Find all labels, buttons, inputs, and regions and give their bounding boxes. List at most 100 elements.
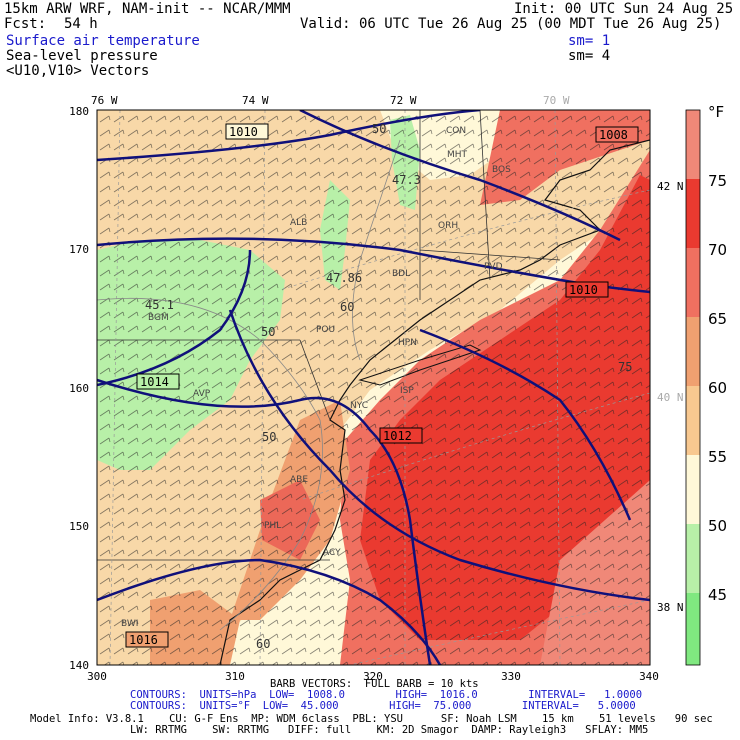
lon-label: 72 W	[390, 94, 417, 107]
lon-label: 76 W	[91, 94, 118, 107]
colorbar-tick: 70	[708, 241, 727, 259]
temp-label: 50	[262, 430, 276, 444]
lat-label: 42 N	[657, 180, 684, 193]
city-label: POU	[316, 325, 335, 335]
model-title: 15km ARW WRF, NAM-init -- NCAR/MMM	[4, 1, 291, 17]
lon-label: 70 W	[543, 94, 570, 107]
temp-label: 50	[372, 122, 386, 136]
city-label: ABE	[290, 475, 308, 485]
colorbar: °F 75 70 65 60 55 50 45	[685, 103, 727, 666]
isobar	[419, 328, 632, 521]
colorbar-swatch	[686, 110, 700, 179]
colorbar-swatch	[686, 248, 700, 317]
temp-label: 60	[256, 637, 270, 651]
x-tick: 320	[363, 670, 383, 683]
city-label: ISP	[400, 386, 414, 396]
isobar-1014	[97, 249, 252, 387]
init-time: Init: 00 UTC Sun 24 Aug 25	[514, 1, 734, 17]
city-label: PHL	[264, 521, 281, 531]
isobar-label: 1012	[383, 429, 412, 443]
lon-label: 74 W	[242, 94, 269, 107]
city-label: ALB	[290, 218, 307, 228]
lat-label: 40 N	[657, 391, 684, 404]
x-tick: 330	[501, 670, 521, 683]
temp-labels: 50 47.3 47.86 45.1 50 50 75 60 60	[145, 122, 632, 651]
temp-label: 60	[340, 300, 354, 314]
colorbar-tick: 55	[708, 448, 727, 466]
colorbar-tick: 65	[708, 310, 727, 328]
isobar-1012	[97, 378, 432, 665]
y-tick: 150	[69, 520, 89, 533]
y-tick: 160	[69, 382, 89, 395]
wind-barbs	[97, 110, 650, 665]
colorbar-swatch	[686, 179, 700, 248]
city-label: ORH	[438, 221, 458, 231]
model-info: Model Info: V3.8.1 CU: G-F Ens MP: WDM 6…	[30, 713, 713, 725]
city-label: MHT	[447, 150, 468, 160]
colorbar-swatch	[686, 386, 700, 455]
temp-contour	[97, 297, 323, 631]
isobar-label: 1016	[129, 633, 158, 647]
colorbar-tick: 50	[708, 517, 727, 535]
lon-labels: 76 W 74 W 72 W 70 W	[91, 94, 570, 107]
city-label: NYC	[350, 401, 368, 411]
smoothing-2: sm= 4	[568, 48, 611, 64]
city-label: BGM	[148, 313, 169, 323]
x-tick: 300	[87, 670, 107, 683]
city-label: HPN	[398, 338, 417, 348]
city-label: CON	[446, 126, 466, 136]
smoothing-1: sm= 1	[568, 33, 611, 49]
model-info-2: LW: RRTMG SW: RRTMG DIFF: full KM: 2D Sm…	[130, 724, 649, 736]
colorbar-unit: °F	[708, 103, 724, 121]
isobar-label: 1014	[140, 375, 169, 389]
lat-label: 38 N	[657, 601, 684, 614]
temp-label: 47.3	[392, 173, 421, 187]
temperature-field: 1010 1008 1010 1014 1012 1016 50 47.3 47…	[97, 110, 650, 665]
isobar-label: 1010	[569, 283, 598, 297]
valid-time: Valid: 06 UTC Tue 26 Aug 25 (00 MDT Tue …	[300, 16, 722, 32]
isobar	[299, 110, 621, 242]
temp-label: 47.86	[326, 271, 362, 285]
state-borders	[97, 110, 561, 561]
colorbar-swatch	[686, 593, 700, 665]
city-label: ACY	[323, 548, 341, 558]
field-surface-temp: Surface air temperature	[6, 33, 200, 49]
temp-label: 50	[261, 325, 275, 339]
x-tick: 340	[639, 670, 659, 683]
temp-contour	[352, 139, 401, 361]
city-label: PVD	[484, 262, 503, 272]
coastline	[219, 139, 650, 665]
colorbar-swatch	[686, 455, 700, 524]
plot-frame	[96, 109, 651, 666]
colorbar-swatch	[686, 317, 700, 386]
city-labels: CON MHT BOS ORH PVD ALB BDL BGM AVP HPN …	[121, 126, 511, 629]
colorbar-tick: 60	[708, 379, 727, 397]
isobar-label: 1008	[599, 128, 628, 142]
city-label: BDL	[392, 269, 410, 279]
y-tick: 170	[69, 243, 89, 256]
isobar-1016	[97, 558, 442, 665]
y-axis-ticks: 180 170 160 150 140	[69, 105, 89, 672]
field-slp: Sea-level pressure	[6, 48, 158, 64]
field-vectors: <U10,V10> Vectors	[6, 63, 150, 79]
contours-pressure: CONTOURS: UNITS=hPa LOW= 1008.0 HIGH= 10…	[130, 689, 643, 701]
city-label: AVP	[193, 389, 211, 399]
lon-gridlines	[109, 110, 561, 665]
long-island	[358, 344, 482, 386]
forecast-label: Fcst:	[4, 16, 47, 32]
isobar-label: 1010	[229, 125, 258, 139]
x-axis-ticks: 300 310 320 330 340	[87, 670, 659, 683]
colorbar-swatch	[686, 524, 700, 593]
barb-info: BARB VECTORS: FULL BARB = 10 kts	[270, 678, 479, 690]
city-label: BOS	[492, 165, 511, 175]
colorbar-tick: 75	[708, 172, 727, 190]
y-tick: 180	[69, 105, 89, 118]
y-tick: 140	[69, 659, 89, 672]
lat-gridlines	[279, 189, 650, 665]
isobar	[228, 309, 650, 602]
temp-label: 45.1	[145, 298, 174, 312]
contours-temp: CONTOURS: UNITS=°F LOW= 45.000 HIGH= 75.…	[130, 700, 636, 712]
isobar-label-group: 1010 1008 1010 1014 1012 1016	[125, 123, 639, 648]
temp-label: 75	[618, 360, 632, 374]
